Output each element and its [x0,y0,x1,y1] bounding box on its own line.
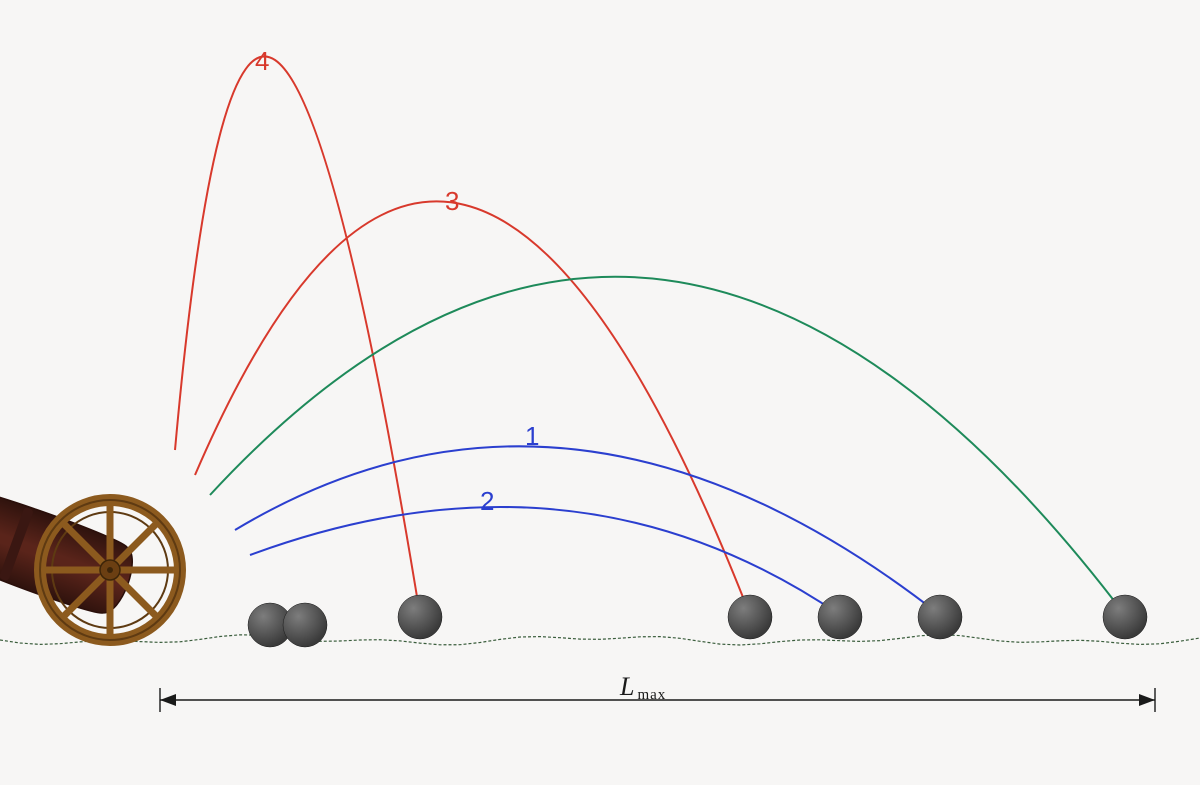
cannonball [1103,595,1147,639]
cannon-barrel [0,466,141,622]
trajectory-t1 [235,446,940,615]
cannon-wheel [40,500,180,640]
cannonballs [248,595,1147,647]
cannon [0,466,180,640]
trajectory-tg [210,277,1125,615]
projectile-diagram: 4 3 1 2 Lmax [0,0,1200,785]
cannonball [918,595,962,639]
trajectory-label-4: 4 [255,46,269,76]
trajectory-label-3: 3 [445,186,459,216]
trajectory-label-1: 1 [525,421,539,451]
cannonball [283,603,327,647]
cannonball [398,595,442,639]
trajectory-t3 [195,201,750,615]
trajectory-label-2: 2 [480,486,494,516]
cannonball [728,595,772,639]
lmax-dimension: Lmax [160,672,1155,712]
lmax-label: Lmax [619,672,666,703]
trajectory-labels: 4 3 1 2 [255,46,539,516]
cannonball [818,595,862,639]
ground-line [0,635,1200,645]
trajectories [175,56,1125,615]
trajectory-t4 [175,56,420,615]
